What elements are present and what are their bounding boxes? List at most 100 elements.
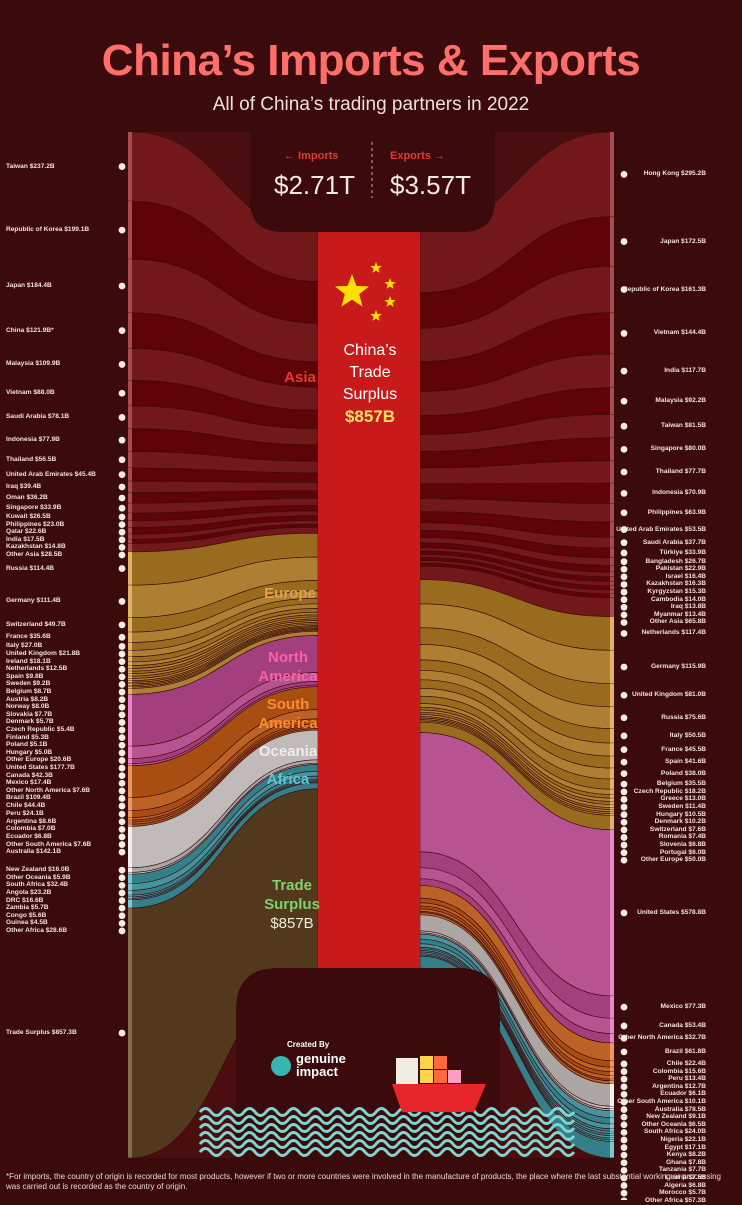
import-label-united-arab-emirates-45-4b: United Arab Emirates $45.4B (6, 470, 96, 478)
flag-icon (118, 633, 126, 641)
export-label-saudi-arabia-37-7b: Saudi Arabia $37.7B (642, 538, 706, 546)
flag-icon (118, 414, 126, 421)
axis-segment-mexico-77-3b (610, 996, 614, 1018)
flag-icon (118, 874, 126, 882)
export-label-japan-172-5b: Japan $172.5B (660, 237, 706, 245)
flag-icon (620, 170, 628, 178)
import-label-other-oceania-5-9b: Other Oceania $5.9B (6, 873, 71, 881)
export-label-india-117-7b: India $117.7B (664, 367, 706, 375)
axis-segment-drc-16-6b (128, 890, 132, 895)
export-label-australia-78-5b: Australia $78.5B (654, 1105, 706, 1113)
import-label-brazil-109-4b: Brazil $109.4B (6, 794, 51, 802)
axis-segment-taiwan-81-5b (610, 414, 614, 438)
export-label-new-zealand-9-1b: New Zealand $9.1B (646, 1113, 706, 1121)
flag-icon (118, 802, 126, 810)
axis-segment-kyrgyzstan-15-3b (610, 581, 614, 586)
import-label-czech-republic-5-4b: Czech Republic $5.4B (6, 726, 75, 734)
import-label-argentina-8-6b: Argentina $8.6B (6, 817, 57, 825)
flag-icon (118, 927, 126, 935)
flag-icon (118, 504, 126, 512)
axis-segment-united-kingdom-21-8b (128, 650, 132, 657)
export-label-romania-7-4b: Romania $7.4B (658, 833, 706, 841)
flag-icon (118, 912, 126, 920)
axis-segment-spain-9-8b (128, 665, 132, 669)
axis-segment-norway-8-0b (128, 676, 132, 679)
axis-segment-denmark-10-2b (610, 804, 614, 808)
flag-icon (620, 422, 628, 430)
region-label-asia: Asia (284, 369, 316, 386)
flag-icon (118, 833, 126, 841)
region-label-africa: Africa (266, 771, 310, 788)
axis-segment-czech-republic-5-4b (128, 682, 132, 684)
axis-segment-south-africa-32-4b (128, 874, 132, 884)
axis-segment-chile-22-4b (610, 1060, 614, 1067)
axis-segment-philippines-63-9b (610, 503, 614, 522)
axis-segment-other-asia-28-5b (128, 543, 132, 552)
axis-segment-canada-42-3b (128, 746, 132, 759)
import-label-australia-142-1b: Australia $142.1B (6, 848, 61, 856)
import-label-congo-5-6b: Congo $5.6B (6, 911, 47, 919)
export-label-nigeria-22-1b: Nigeria $22.1B (660, 1135, 706, 1143)
region-label-north-america: North America (248, 648, 328, 686)
flag-icon (118, 711, 126, 719)
import-label-angola-23-2b: Angola $23.2B (6, 888, 52, 896)
import-label-hungary-5-0b: Hungary $5.0B (6, 748, 53, 756)
export-label-republic-of-korea-161-3b: Republic of Korea $161.3B (622, 285, 706, 293)
flag-icon (620, 746, 628, 754)
axis-segment-new-zealand-9-1b (610, 1106, 614, 1109)
axis-segment-denmark-5-7b (128, 680, 132, 682)
import-label-russia-114-4b: Russia $114.4B (6, 564, 55, 572)
flag-icon (620, 509, 628, 517)
export-label-t-rkiye-33-9b: Türkiye $33.9B (659, 548, 706, 556)
export-label-egypt-17-1b: Egypt $17.1B (664, 1143, 706, 1151)
flag-icon (620, 565, 628, 573)
export-label-spain-41-6b: Spain $41.6B (664, 758, 706, 766)
axis-segment-japan-184-4b (128, 259, 132, 313)
axis-segment-other-north-america-32-7b (610, 1033, 614, 1043)
imports-label: ← Imports (284, 150, 339, 162)
export-label-united-states-578-8b: United States $578.8B (637, 908, 706, 916)
brand-line2: impact (296, 1064, 338, 1079)
import-label-other-europe-20-6b: Other Europe $20.6B (6, 756, 72, 764)
flag-icon (620, 909, 628, 917)
import-label-sweden-9-2b: Sweden $9.2B (6, 680, 51, 688)
axis-segment-hungary-10-5b (610, 801, 614, 805)
flag-icon (620, 780, 628, 788)
axis-segment-hong-kong-295-2b (610, 132, 614, 217)
flag-icon (620, 663, 628, 671)
region-label-trade-surplus: Trade Surplus $857B (252, 876, 332, 933)
export-label-south-africa-24-0b: South Africa $24.0B (643, 1128, 706, 1136)
import-label-china-121-9b: China $121.9B* (6, 326, 54, 334)
chart-subtitle: All of China’s trading partners in 2022 (212, 94, 530, 115)
export-label-other-asia-65-8b: Other Asia $65.8B (649, 618, 706, 626)
flag-icon (118, 361, 126, 368)
axis-segment-sweden-9-2b (128, 668, 132, 671)
axis-segment-france-35-6b (128, 632, 132, 643)
flag-icon (620, 1189, 628, 1197)
flag-icon (118, 866, 126, 874)
export-label-kazakhstan-16-3b: Kazakhstan $16.3B (646, 580, 706, 588)
axis-segment-belgium-8-7b (128, 671, 132, 674)
flag-icon (118, 658, 126, 666)
import-label-kazakhstan-14-8b: Kazakhstan $14.8B (6, 543, 66, 551)
flag-icon (118, 163, 126, 170)
import-label-united-kingdom-21-8b: United Kingdom $21.8B (6, 650, 81, 658)
region-south-line2: America (258, 715, 318, 732)
flag-icon (118, 741, 126, 749)
axis-segment-trade-surplus-857-3b (128, 908, 132, 1158)
axis-segment-germany-115-9b (610, 650, 614, 684)
axis-segment-kazakhstan-16-3b (610, 576, 614, 582)
axis-segment-italy-50-5b (610, 728, 614, 743)
flag-icon (118, 841, 126, 848)
flag-icon (620, 1022, 628, 1030)
flag-icon (118, 565, 126, 572)
flag-icon (118, 772, 126, 780)
flag-icon (118, 904, 126, 912)
export-label-liberia-7-5b: Liberia $7.5B (664, 1173, 706, 1181)
axis-segment-other-south-america-7-6b (128, 824, 132, 827)
axis-segment-kuwait-26-5b (128, 513, 132, 521)
flag-icon (118, 825, 126, 833)
axis-segment-indonesia-77-9b (128, 428, 132, 452)
axis-segment-new-zealand-16-0b (128, 867, 132, 873)
